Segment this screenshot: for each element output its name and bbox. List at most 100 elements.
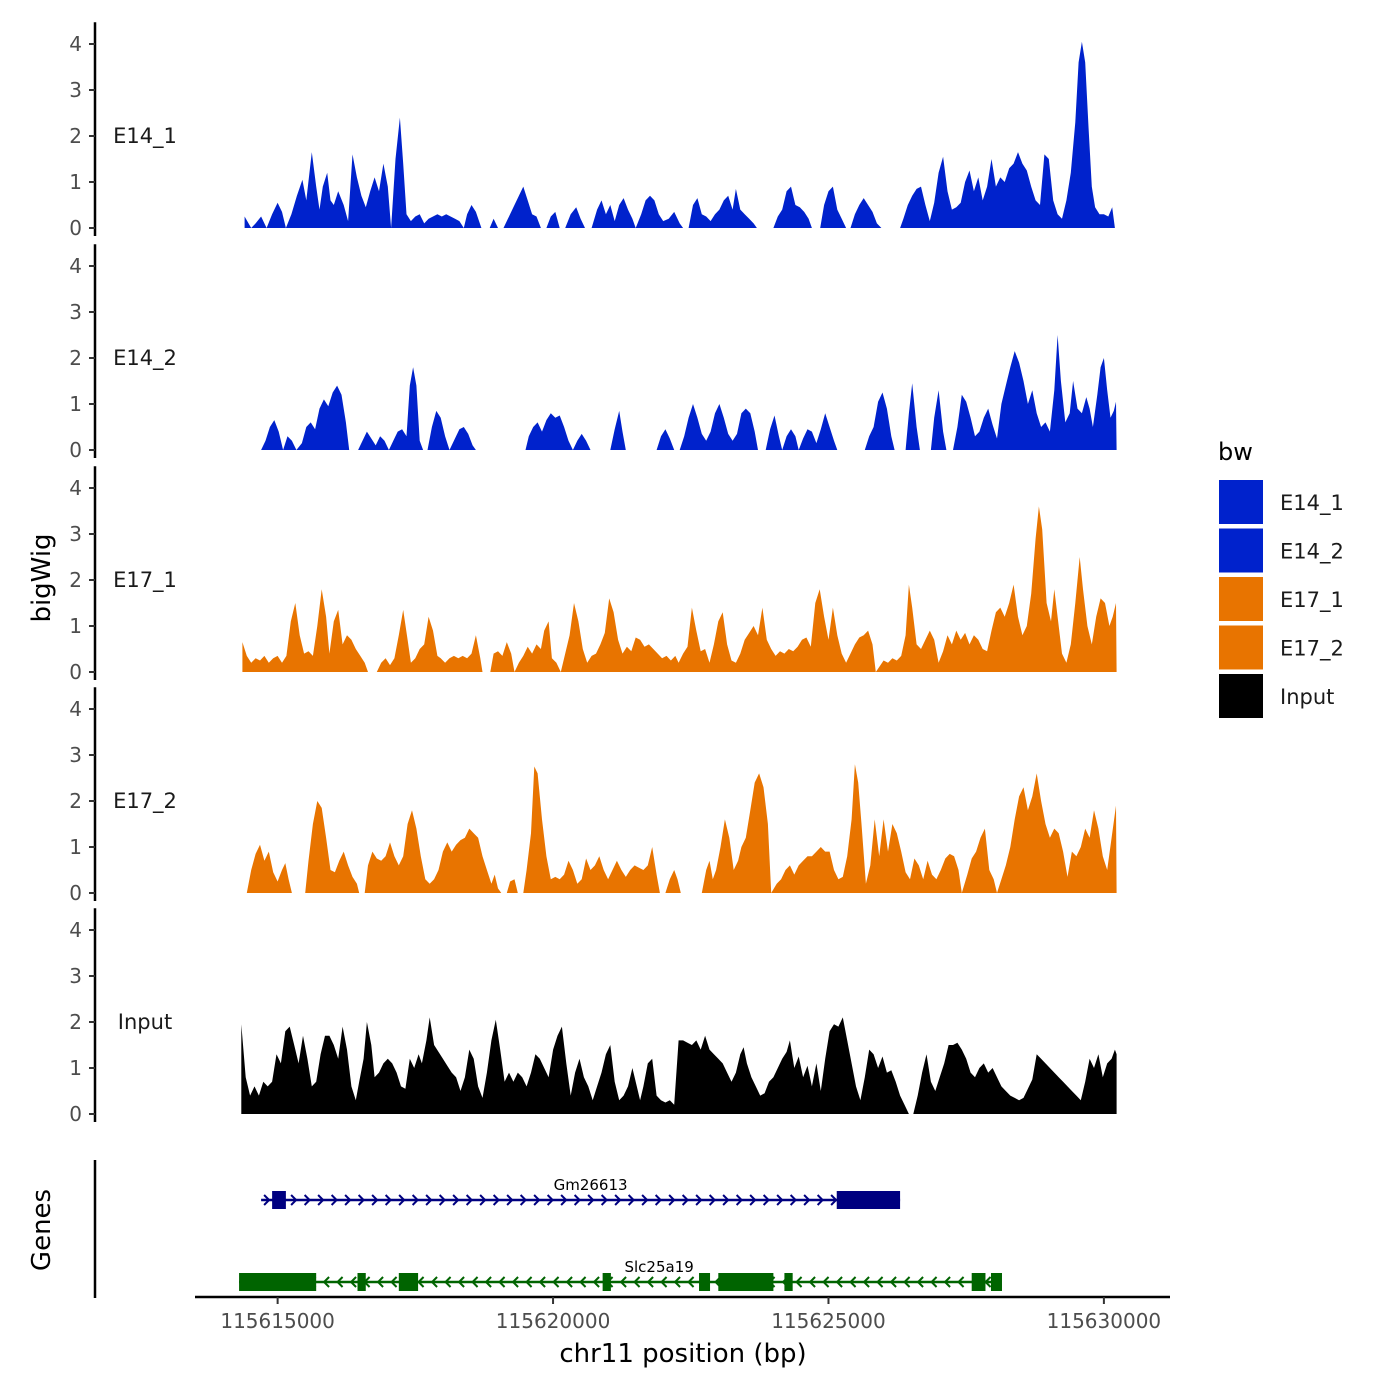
- y-axis-title: bigWig: [27, 533, 57, 622]
- legend: bw E14_1 E14_2 E17_1 E17_2 Input: [1218, 438, 1344, 718]
- legend-label: E17_2: [1280, 637, 1344, 662]
- legend-swatch: [1219, 577, 1263, 621]
- strand-arrow: [398, 1194, 406, 1206]
- x-axis-title: chr11 position (bp): [559, 1339, 806, 1369]
- legend-entry-Input: Input: [1219, 674, 1334, 718]
- strand-arrow: [519, 1194, 528, 1206]
- y-tick-label: 4: [69, 32, 82, 56]
- y-tick-label: 2: [69, 124, 82, 148]
- y-tick-label: 1: [69, 1056, 82, 1080]
- gene-exon: [718, 1273, 774, 1291]
- strand-arrow: [417, 1276, 425, 1288]
- strand-arrow: [830, 1194, 838, 1206]
- track-Input: 0 1 2 3 4 Input: [69, 908, 1117, 1126]
- legend-title: bw: [1218, 438, 1253, 466]
- strand-arrow: [668, 1194, 676, 1206]
- strand-arrow: [303, 1194, 312, 1206]
- strand-arrow: [600, 1194, 609, 1206]
- strand-arrow: [722, 1194, 730, 1206]
- y-tick-label: 4: [69, 254, 82, 278]
- strand-arrow: [789, 1194, 798, 1206]
- strand-arrow: [822, 1276, 830, 1288]
- strand-arrow: [835, 1276, 843, 1288]
- strand-arrow: [565, 1276, 573, 1288]
- strand-arrow: [957, 1276, 965, 1288]
- strand-arrow: [330, 1194, 339, 1206]
- y-tick-label: 3: [69, 522, 82, 546]
- strand-arrow: [390, 1276, 398, 1288]
- strand-arrow: [444, 1276, 452, 1288]
- y-tick-label: 0: [69, 660, 82, 684]
- gene-track: Gm26613 Slc25a19: [93, 1160, 1002, 1298]
- legend-swatch: [1219, 480, 1263, 524]
- strand-arrow: [943, 1276, 951, 1288]
- track-label: Input: [118, 1010, 172, 1034]
- strand-arrow: [930, 1276, 938, 1288]
- track-label: E14_2: [113, 346, 177, 371]
- y-tick-label: 2: [69, 789, 82, 813]
- strand-arrow: [903, 1276, 911, 1288]
- legend-swatch: [1219, 528, 1263, 573]
- track-E14_2: 0 1 2 3 4 E14_2: [69, 244, 1117, 462]
- track-E17_2: 0 1 2 3 4 E17_2: [69, 687, 1117, 905]
- gene-exon: [836, 1191, 901, 1209]
- strand-arrow: [411, 1194, 420, 1206]
- strand-arrow: [614, 1194, 622, 1206]
- strand-arrow: [506, 1194, 514, 1206]
- strand-arrow: [430, 1276, 438, 1288]
- strand-arrow: [438, 1194, 447, 1206]
- y-tick-label: 1: [69, 835, 82, 859]
- gene-exon: [357, 1273, 366, 1291]
- strand-arrow: [803, 1194, 811, 1206]
- genes-track-title: Genes: [27, 1189, 57, 1271]
- x-tick-label: 115630000: [1047, 1309, 1162, 1333]
- strand-arrow: [525, 1276, 533, 1288]
- legend-label: E14_1: [1280, 491, 1344, 516]
- gene-exon: [272, 1191, 286, 1209]
- y-tick-label: 1: [69, 614, 82, 638]
- x-axis: 115615000 115620000 115625000 115630000: [195, 1295, 1170, 1333]
- strand-arrow: [498, 1276, 506, 1288]
- y-tick-label: 0: [69, 1102, 82, 1126]
- gene-name-label: Gm26613: [554, 1176, 628, 1194]
- strand-arrow: [322, 1276, 330, 1288]
- signal-area-E17_2: [246, 764, 1117, 893]
- legend-entry-E17_2: E17_2: [1219, 625, 1344, 670]
- y-tick-label: 4: [69, 918, 82, 942]
- legend-entry-E14_1: E14_1: [1219, 480, 1344, 524]
- strand-arrow: [357, 1194, 366, 1206]
- strand-arrow: [592, 1276, 600, 1288]
- strand-arrow: [654, 1194, 663, 1206]
- legend-label: E17_1: [1280, 588, 1344, 613]
- strand-arrow: [808, 1276, 816, 1288]
- strand-arrow: [471, 1276, 479, 1288]
- track-label: E17_2: [113, 789, 177, 814]
- strand-arrow: [552, 1276, 560, 1288]
- track-E17_1: 0 1 2 3 4 E17_1: [69, 466, 1117, 684]
- x-tick-label: 115620000: [496, 1309, 611, 1333]
- gene-Gm26613: Gm26613: [261, 1176, 901, 1209]
- y-tick-label: 4: [69, 476, 82, 500]
- strand-arrow: [317, 1194, 325, 1206]
- gene-Slc25a19: Slc25a19: [239, 1258, 1002, 1291]
- strand-arrow: [492, 1194, 501, 1206]
- strand-arrow: [876, 1276, 884, 1288]
- gene-exon: [971, 1273, 986, 1291]
- strand-arrow: [660, 1276, 668, 1288]
- strand-arrow: [795, 1276, 803, 1288]
- strand-arrow: [849, 1276, 857, 1288]
- strand-arrow: [776, 1194, 784, 1206]
- signal-area-E17_1: [242, 506, 1117, 672]
- y-tick-label: 2: [69, 346, 82, 370]
- strand-arrow: [695, 1194, 703, 1206]
- gene-exon: [239, 1273, 317, 1291]
- strand-arrow: [538, 1276, 546, 1288]
- strand-arrow: [484, 1276, 492, 1288]
- y-tick-label: 1: [69, 392, 82, 416]
- strand-arrow: [546, 1194, 555, 1206]
- legend-entry-E14_2: E14_2: [1219, 528, 1344, 573]
- y-tick-label: 3: [69, 300, 82, 324]
- x-tick-label: 115615000: [220, 1309, 335, 1333]
- y-tick-label: 1: [69, 170, 82, 194]
